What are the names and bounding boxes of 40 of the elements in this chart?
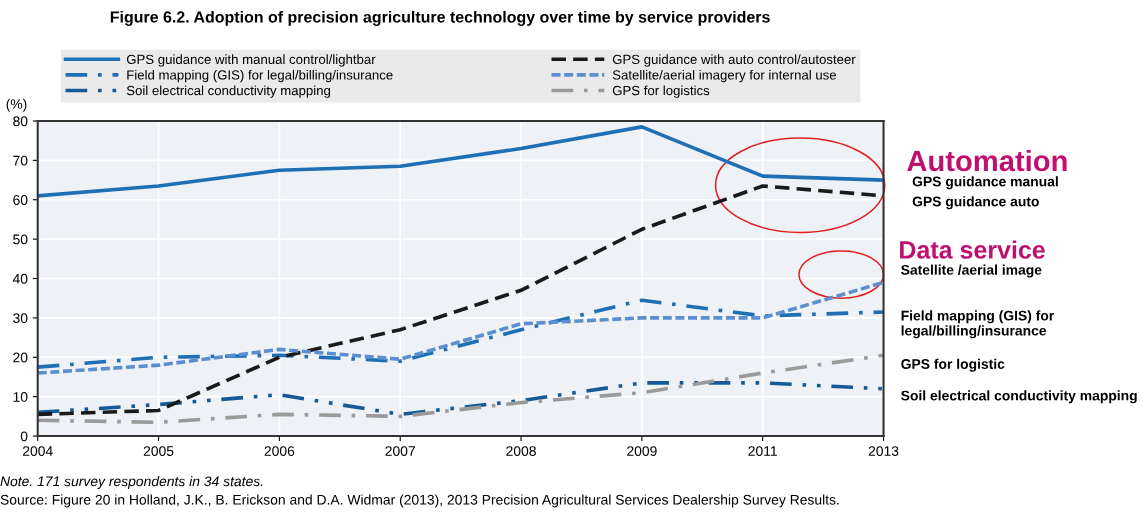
chart-title: Figure 6.2. Adoption of precision agriculture technology over time by service providers (110, 10, 770, 26)
x-tick-label: 2008 (506, 446, 536, 456)
line-series (37, 353, 884, 425)
legend-label: Field mapping (GIS) for legal/billing/insurance (127, 69, 393, 83)
legend-label: GPS for logistics (612, 85, 710, 98)
text: Satellite /aerial image (901, 264, 1042, 278)
text: Automation (907, 149, 1067, 172)
y-tick-label: 60 (13, 195, 28, 205)
y-tick-label: 30 (13, 313, 28, 324)
legend-label: Soil electrical conductivity mapping (126, 85, 331, 98)
line-series (37, 298, 884, 369)
line-series (37, 381, 884, 417)
x-tick-label: 2004 (22, 446, 53, 456)
y-tick-label: 50 (13, 234, 28, 245)
text: Data service (900, 240, 1045, 259)
line-series (37, 125, 884, 198)
y-tick-label: 40 (12, 273, 28, 284)
y-tick-label: 20 (13, 352, 28, 363)
text: GPS for logistic (901, 358, 1005, 372)
y-tick-label: 0 (20, 431, 28, 442)
legend-label: GPS guidance with auto control/autosteer (612, 54, 856, 67)
legend-label: GPS guidance with manual control/lightbar (126, 54, 376, 67)
x-tick-label: 2009 (627, 446, 657, 456)
y-tick-label: 80 (13, 116, 28, 127)
y-tick-label: 10 (13, 392, 28, 402)
text: Soil electrical conductivity mapping (901, 390, 1137, 404)
x-tick-label: 2011 (748, 446, 777, 456)
text: Note. 171 survey respondents in 34 states. (0, 476, 263, 489)
text: GPS guidance manual (912, 176, 1058, 190)
legend-label: Satellite/aerial imagery for internal use (612, 69, 837, 83)
text: GPS guidance auto (912, 196, 1039, 210)
y-axis-title: (%) (6, 98, 27, 112)
x-tick-label: 2007 (385, 446, 415, 456)
x-tick-label: 2006 (264, 446, 295, 456)
x-tick-label: 2013 (868, 446, 899, 456)
source-note: Source: Figure 20 in Holland, J.K., B. Erickson and D.A. Widmar (2013), 2013 Precision Agricultural Services Dealership Survey Results. (0, 494, 839, 508)
x-tick-label: 2005 (143, 446, 174, 456)
text: Field mapping (GIS) for legal/billing/insurance (901, 310, 1055, 339)
line-series (37, 280, 884, 375)
y-tick-label: 70 (13, 155, 28, 166)
